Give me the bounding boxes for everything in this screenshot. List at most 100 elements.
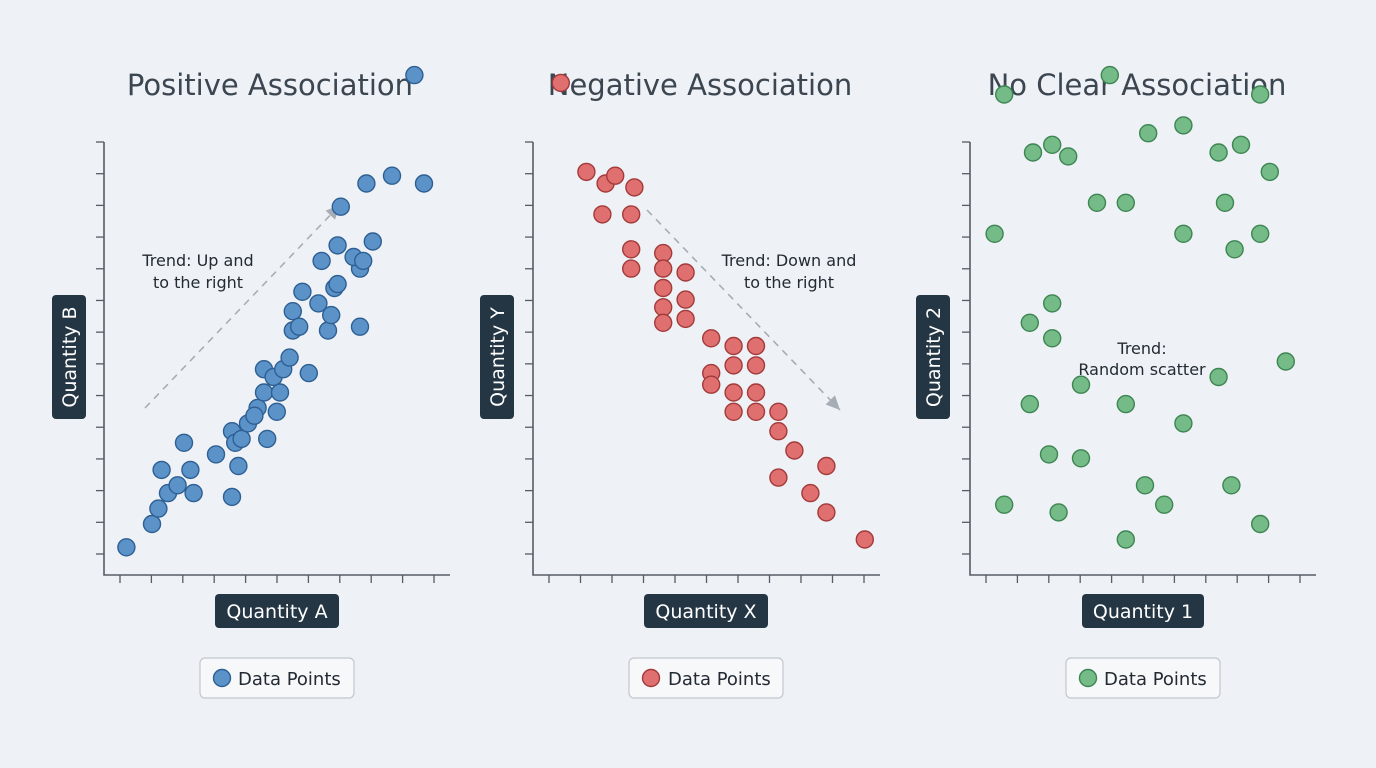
trend-annotation: Trend: Down and to the right xyxy=(721,251,857,292)
legend: Data Points xyxy=(1065,657,1221,699)
data-point xyxy=(995,85,1014,104)
data-point xyxy=(280,348,299,367)
data-point xyxy=(1049,503,1068,522)
data-point xyxy=(312,251,331,271)
data-point xyxy=(654,243,673,263)
data-point xyxy=(283,302,302,321)
data-point xyxy=(1020,313,1040,332)
data-point xyxy=(724,336,743,356)
data-point xyxy=(405,65,424,85)
data-point xyxy=(1116,530,1136,549)
data-point xyxy=(1250,85,1270,104)
trend-annotation-line-1: Trend: Up and xyxy=(141,251,253,270)
data-point xyxy=(1138,123,1158,143)
data-point xyxy=(1042,329,1062,348)
data-point xyxy=(746,383,766,402)
data-point xyxy=(1087,193,1107,213)
data-point xyxy=(245,406,264,425)
data-point xyxy=(1154,495,1174,514)
axis-lines xyxy=(532,142,880,576)
data-point xyxy=(746,356,766,375)
data-point xyxy=(1020,394,1040,414)
data-point xyxy=(593,205,612,224)
legend-label: Data Points xyxy=(1104,669,1207,690)
data-point xyxy=(654,313,673,332)
data-point xyxy=(142,514,162,534)
data-point xyxy=(702,375,721,394)
data-point xyxy=(354,251,373,271)
data-point xyxy=(254,383,274,402)
data-point xyxy=(222,487,242,507)
axis-lines xyxy=(103,142,450,576)
x-axis-label: Quantity 1 xyxy=(1082,594,1204,628)
data-point xyxy=(622,259,641,278)
data-point xyxy=(1250,514,1270,534)
data-point xyxy=(985,224,1004,244)
chart-panel-negative: Negative Association Trend: Down and to … xyxy=(480,68,880,699)
x-axis-label-text: Quantity A xyxy=(226,601,327,623)
data-point xyxy=(1116,394,1136,414)
data-point xyxy=(1116,193,1136,213)
data-point xyxy=(1260,162,1280,182)
data-point xyxy=(309,294,328,313)
y-axis-label-text: Quantity B xyxy=(59,306,81,407)
data-point xyxy=(769,402,788,421)
y-axis-label: Quantity B xyxy=(52,295,86,419)
legend: Data Points xyxy=(628,657,784,699)
data-point xyxy=(328,236,347,255)
data-point xyxy=(769,422,788,441)
data-point xyxy=(1209,143,1228,162)
data-point xyxy=(855,530,874,549)
legend-swatch xyxy=(641,668,661,688)
data-point xyxy=(817,456,836,476)
data-point xyxy=(801,483,820,503)
data-point xyxy=(1250,224,1270,244)
data-point xyxy=(1058,147,1078,166)
legend-label: Data Points xyxy=(668,669,771,690)
y-axis-label-text: Quantity 2 xyxy=(923,307,945,407)
data-point xyxy=(322,305,341,325)
data-point xyxy=(232,429,251,449)
trend-annotation-line-1: Trend: xyxy=(1116,339,1166,358)
data-point xyxy=(270,383,290,402)
chart-title: No Clear Association xyxy=(988,68,1287,102)
data-point xyxy=(168,476,187,495)
legend-label: Data Points xyxy=(238,669,341,690)
data-point xyxy=(1039,445,1059,464)
data-point xyxy=(331,197,350,216)
data-point xyxy=(622,205,641,224)
data-point xyxy=(1276,352,1296,371)
legend-swatch xyxy=(1078,668,1098,688)
y-axis-label: Quantity Y xyxy=(480,295,514,419)
data-point xyxy=(1215,193,1235,213)
trend-annotation: Trend: Random scatter xyxy=(1078,339,1206,379)
data-point xyxy=(357,174,376,193)
axis-lines xyxy=(969,142,1316,576)
data-point xyxy=(350,317,370,336)
data-point xyxy=(299,363,318,383)
legend: Data Points xyxy=(199,657,355,699)
data-point xyxy=(229,456,248,476)
data-point xyxy=(1209,367,1228,387)
axes xyxy=(96,141,450,583)
data-point xyxy=(1225,240,1244,259)
data-point xyxy=(654,259,673,278)
data-point xyxy=(622,240,641,259)
data-point xyxy=(606,166,625,185)
data-point xyxy=(1231,135,1251,155)
data-point xyxy=(577,162,596,182)
data-point xyxy=(328,274,347,294)
data-point xyxy=(551,73,570,93)
data-point xyxy=(1100,65,1120,85)
data-point xyxy=(258,429,277,449)
trend-annotation: Trend: Up and to the right xyxy=(141,251,253,292)
chart-panel-positive: Positive Association Trend: Up and to th… xyxy=(52,65,450,699)
data-point xyxy=(746,336,766,356)
data-point xyxy=(1135,476,1155,495)
axes xyxy=(962,141,1316,583)
data-point xyxy=(676,309,695,329)
data-point xyxy=(206,445,226,464)
chart-title: Negative Association xyxy=(548,68,853,102)
data-point xyxy=(785,441,804,460)
